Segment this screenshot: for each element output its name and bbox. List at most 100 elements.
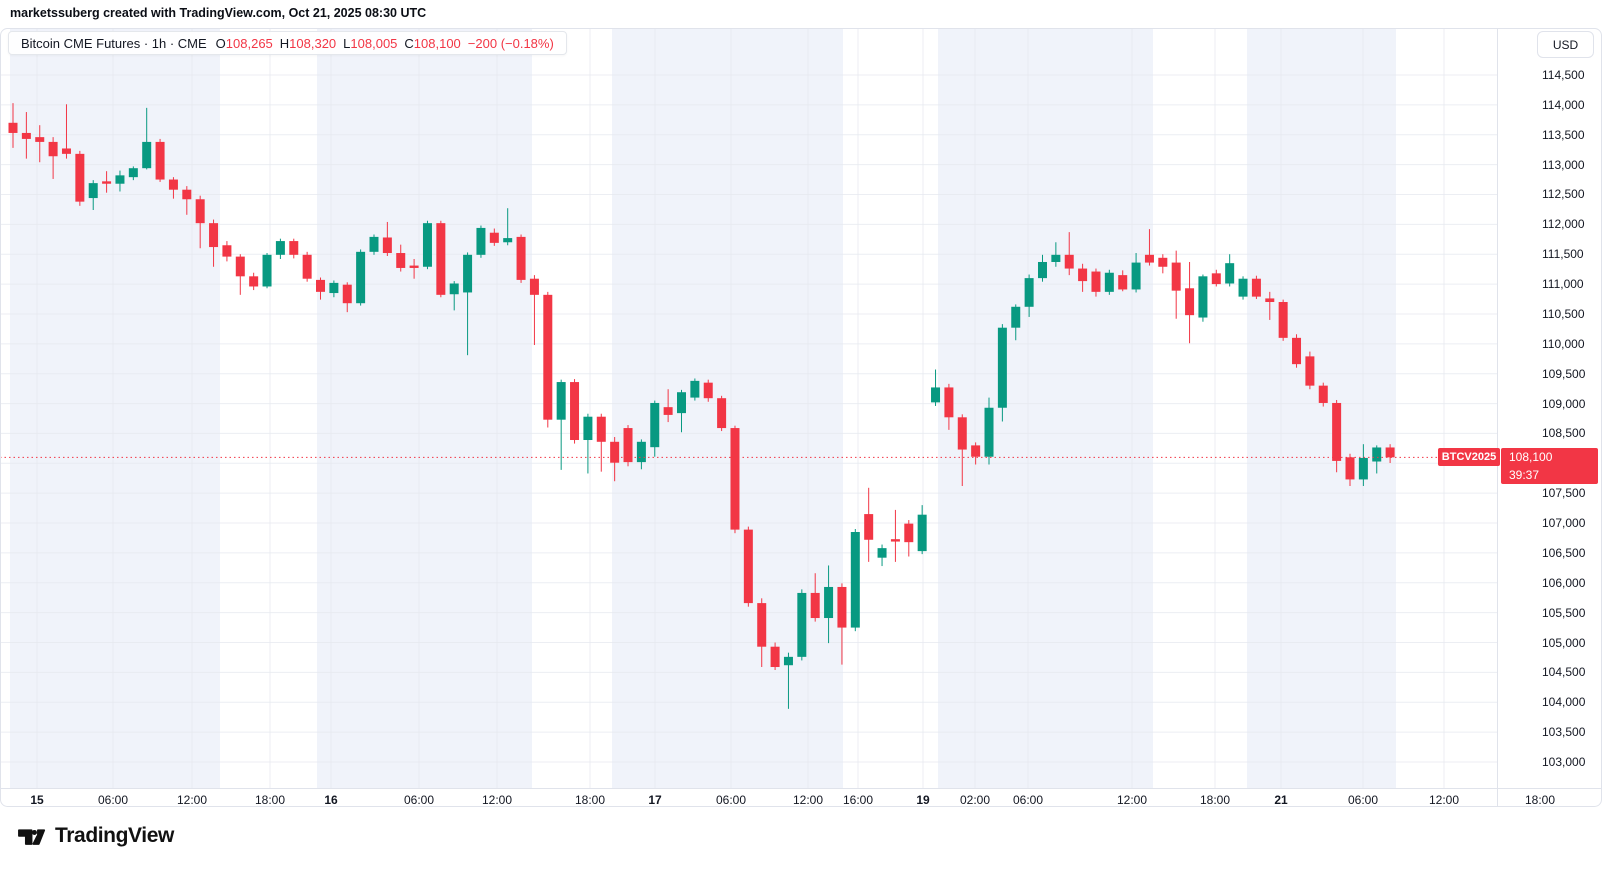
candle <box>1372 445 1382 474</box>
price-axis-label: 103,500 <box>1542 725 1586 740</box>
candle <box>837 583 847 665</box>
last-price-label: 108,100 39:37 <box>1501 448 1598 485</box>
price-axis-label: 103,000 <box>1542 755 1586 769</box>
price-axis-label: 112,000 <box>1542 217 1585 232</box>
candle <box>1185 261 1195 344</box>
candle <box>142 107 152 170</box>
candle <box>302 251 312 282</box>
candle <box>489 228 499 246</box>
time-axis-label: 16:00 <box>842 793 874 807</box>
candle <box>168 177 178 199</box>
candle <box>449 281 459 311</box>
candle <box>222 241 232 262</box>
candle <box>583 413 593 474</box>
candle <box>1211 269 1221 287</box>
candle <box>690 378 700 401</box>
candle <box>436 220 446 298</box>
currency-button[interactable]: USD <box>1537 31 1594 58</box>
price-axis-label: 106,500 <box>1542 545 1586 560</box>
candle <box>1064 232 1074 276</box>
candle <box>757 598 767 668</box>
price-axis[interactable]: 114,500 114,000 113,500 113,000 112,500 112,0… <box>1497 28 1603 788</box>
candle <box>1078 263 1088 292</box>
candle <box>382 221 392 257</box>
ohlc-values: O108,265 H108,320 L108,005 C108,100 −200… <box>216 36 554 51</box>
price-axis-label: 112,500 <box>1542 187 1585 202</box>
candle <box>931 369 941 406</box>
vertical-gridlines <box>36 28 1445 788</box>
candle <box>182 186 192 215</box>
candle <box>556 379 566 470</box>
candle <box>877 544 887 567</box>
price-axis-label: 114,000 <box>1542 97 1585 112</box>
tradingview-logo-icon <box>18 828 46 845</box>
time-axis-label: 12:00 <box>1116 793 1148 807</box>
time-axis-label: 18:00 <box>254 793 286 807</box>
candle <box>904 520 914 557</box>
candle <box>342 282 352 313</box>
time-axis-label: 12:00 <box>481 793 513 807</box>
candle <box>128 166 138 181</box>
candle <box>195 195 205 249</box>
candle <box>275 238 285 259</box>
candle <box>1024 274 1034 317</box>
price-axis-label: 105,000 <box>1542 635 1586 650</box>
time-axis-label: 06:00 <box>97 793 129 807</box>
candle <box>1037 254 1047 282</box>
tradingview-logo-text: TradingView <box>55 824 174 847</box>
time-axis-label: 02:00 <box>959 793 991 807</box>
candle <box>864 487 874 562</box>
candle <box>1118 270 1128 292</box>
candle <box>1292 334 1302 368</box>
candle <box>529 275 539 346</box>
price-axis-label: 109,500 <box>1542 366 1586 381</box>
countdown-timer: 39:37 <box>1509 468 1540 483</box>
candle <box>48 137 58 179</box>
high-value: H108,320 <box>279 35 337 51</box>
candle <box>997 324 1007 422</box>
candle <box>1171 250 1181 319</box>
candle <box>396 244 406 272</box>
candle <box>810 573 820 622</box>
candle <box>677 389 686 433</box>
candle <box>650 400 660 457</box>
candle <box>209 219 219 267</box>
session-bands <box>10 28 1396 788</box>
candles-layer <box>8 103 1395 709</box>
price-axis-label: 111,000 <box>1542 277 1584 292</box>
symbol-legend[interactable]: Bitcoin CME Futures · 1h · CME O108,265 … <box>8 31 567 55</box>
time-axis-label: 18:00 <box>574 793 606 807</box>
candle <box>917 505 927 555</box>
candle <box>1345 453 1355 487</box>
price-axis-label: 105,500 <box>1542 605 1586 620</box>
time-axis[interactable]: 15 06:00 12:00 18:00 16 06:00 12:00 18:00 17 06:0… <box>0 788 1603 812</box>
close-value: C108,100 <box>404 35 461 51</box>
candle <box>1305 351 1315 390</box>
candle <box>957 414 967 487</box>
candle <box>61 104 71 159</box>
candle <box>88 180 98 211</box>
candle <box>1158 254 1168 274</box>
candle <box>476 225 486 258</box>
candle <box>623 425 633 467</box>
candle <box>409 258 419 279</box>
candle <box>1385 444 1395 464</box>
candle <box>249 272 259 291</box>
candle <box>717 395 727 432</box>
price-axis-label: 107,000 <box>1542 516 1586 531</box>
candle <box>235 254 245 295</box>
tradingview-logo[interactable]: TradingView <box>16 824 174 848</box>
candle <box>850 529 860 632</box>
time-axis-label: 12:00 <box>792 793 824 807</box>
candle <box>1318 382 1328 407</box>
price-axis-label: 106,000 <box>1542 575 1586 590</box>
candle <box>75 150 85 206</box>
horizontal-gridlines <box>0 74 1497 763</box>
low-value: L108,005 <box>343 35 398 51</box>
candle <box>743 526 753 607</box>
candle <box>570 379 580 444</box>
candle <box>516 234 526 283</box>
candle <box>21 112 31 159</box>
candle <box>369 234 379 255</box>
